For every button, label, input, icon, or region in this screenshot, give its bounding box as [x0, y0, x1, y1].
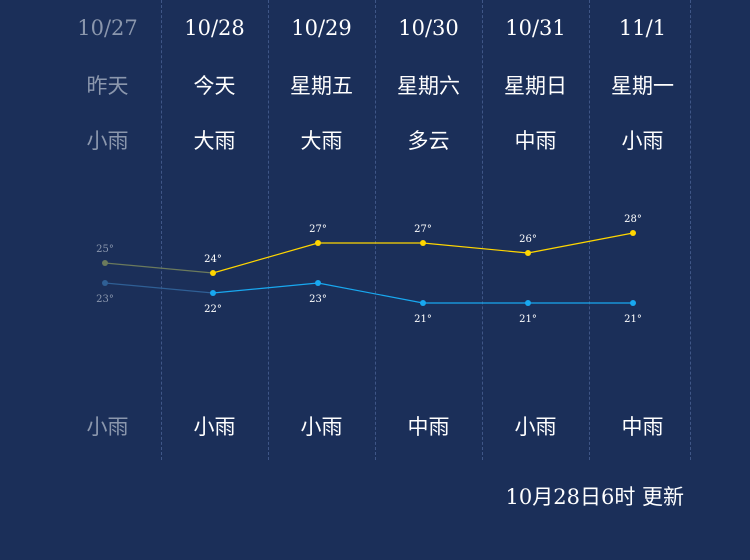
date-label: 10/28: [184, 16, 245, 40]
weekday-label: 星期六: [397, 74, 460, 98]
day-weather-label: 大雨: [300, 129, 343, 153]
high-temp-line-segment: [104, 262, 214, 274]
forecast-day-1030: 10/30 星期六 多云 中雨: [375, 0, 482, 460]
high-temp-point: [630, 230, 636, 236]
date-label: 10/27: [77, 16, 138, 40]
day-weather-label: 小雨: [621, 129, 664, 153]
high-temp-point: [315, 240, 321, 246]
high-temp-label: 24°: [204, 254, 222, 265]
weekday-label: 星期一: [611, 74, 674, 98]
column-divider: [690, 0, 691, 460]
low-temp-label: 21°: [624, 314, 642, 325]
date-label: 10/31: [505, 16, 566, 40]
night-weather-label: 中雨: [621, 415, 664, 439]
low-temp-point: [630, 300, 636, 306]
high-temp-line-segment: [422, 242, 529, 254]
low-temp-label: 23°: [309, 294, 327, 305]
low-temp-line-segment: [212, 282, 319, 294]
low-temp-point: [102, 280, 108, 286]
day-weather-label: 中雨: [514, 129, 557, 153]
column-divider: [375, 0, 376, 460]
high-temp-line-segment: [212, 242, 319, 274]
date-label: 10/29: [291, 16, 352, 40]
high-temp-label: 25°: [96, 244, 114, 255]
night-weather-label: 小雨: [514, 415, 557, 439]
high-temp-label: 27°: [309, 224, 327, 235]
low-temp-label: 21°: [519, 314, 537, 325]
high-temp-line-segment: [527, 232, 634, 254]
low-temp-point: [525, 300, 531, 306]
day-weather-label: 小雨: [86, 129, 129, 153]
weekday-label: 星期日: [504, 74, 567, 98]
high-temp-label: 27°: [414, 224, 432, 235]
low-temp-label: 23°: [96, 294, 114, 305]
update-time: 10月28日6时 更新: [505, 485, 684, 509]
high-temp-point: [525, 250, 531, 256]
forecast-day-1031: 10/31 星期日 中雨 小雨: [482, 0, 589, 460]
low-temp-label: 21°: [414, 314, 432, 325]
high-temp-label: 28°: [624, 214, 642, 225]
forecast-day-1101: 11/1 星期一 小雨 中雨: [589, 0, 696, 460]
low-temp-label: 22°: [204, 304, 222, 315]
date-label: 11/1: [618, 16, 667, 40]
forecast-day-1029: 10/29 星期五 大雨 小雨: [268, 0, 375, 460]
forecast-day-1028: 10/28 今天 大雨 小雨: [161, 0, 268, 460]
column-divider: [268, 0, 269, 460]
night-weather-label: 小雨: [193, 415, 236, 439]
column-divider: [482, 0, 483, 460]
column-divider: [589, 0, 590, 460]
low-temp-point: [210, 290, 216, 296]
column-divider: [161, 0, 162, 460]
low-temp-line-segment: [317, 282, 424, 304]
high-temp-point: [420, 240, 426, 246]
low-temp-line-segment: [104, 282, 214, 294]
night-weather-label: 小雨: [86, 415, 129, 439]
date-label: 10/30: [398, 16, 459, 40]
day-weather-label: 多云: [407, 129, 450, 153]
low-temp-point: [420, 300, 426, 306]
weekday-label: 星期五: [290, 74, 353, 98]
forecast-day-1027: 10/27 昨天 小雨 小雨: [54, 0, 161, 460]
night-weather-label: 小雨: [300, 415, 343, 439]
high-temp-point: [210, 270, 216, 276]
day-weather-label: 大雨: [193, 129, 236, 153]
high-temp-point: [102, 260, 108, 266]
weekday-label: 昨天: [86, 74, 129, 98]
night-weather-label: 中雨: [407, 415, 450, 439]
temperature-chart: 25° 23° 24° 22° 27° 23° 27° 21° 26° 21° 28° 21°: [96, 214, 642, 325]
weekday-label: 今天: [193, 74, 236, 98]
low-temp-point: [315, 280, 321, 286]
high-temp-label: 26°: [519, 234, 537, 245]
